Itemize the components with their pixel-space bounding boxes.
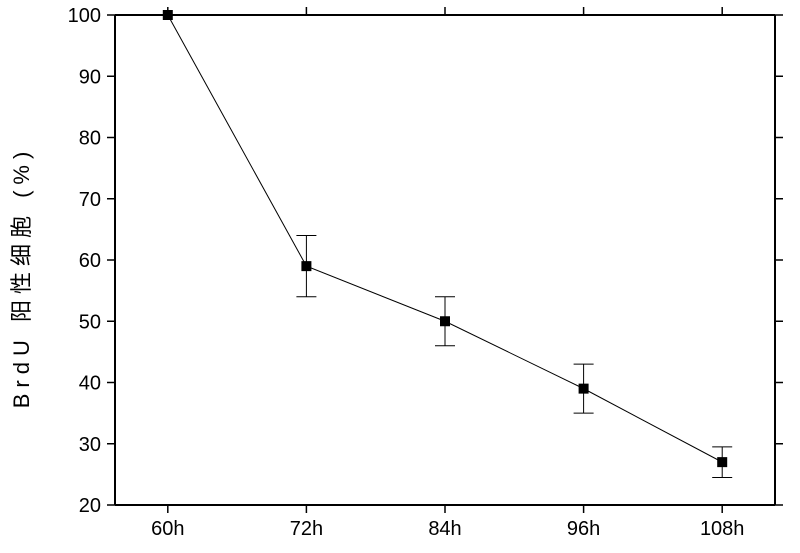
chart-svg: 20 30 40 50 60 70 80 90 100 60h 72h 84h 96h 108h xyxy=(0,0,800,553)
brdu-chart: BrdU 阳性细胞 (%) 20 30 40 50 60 70 80 90 100 60h 72h 8… xyxy=(0,0,800,553)
y-axis-label: BrdU 阳性细胞 (%) xyxy=(4,145,36,408)
svg-text:108h: 108h xyxy=(700,518,745,540)
svg-text:100: 100 xyxy=(68,5,101,27)
svg-text:96h: 96h xyxy=(567,518,600,540)
svg-text:80: 80 xyxy=(79,128,101,150)
svg-text:90: 90 xyxy=(79,66,101,88)
svg-text:84h: 84h xyxy=(428,518,461,540)
svg-text:50: 50 xyxy=(79,311,101,333)
svg-text:20: 20 xyxy=(79,495,101,517)
svg-text:40: 40 xyxy=(79,373,101,395)
svg-text:70: 70 xyxy=(79,189,101,211)
svg-text:60h: 60h xyxy=(151,518,184,540)
svg-text:30: 30 xyxy=(79,434,101,456)
svg-text:60: 60 xyxy=(79,250,101,272)
svg-text:72h: 72h xyxy=(290,518,323,540)
